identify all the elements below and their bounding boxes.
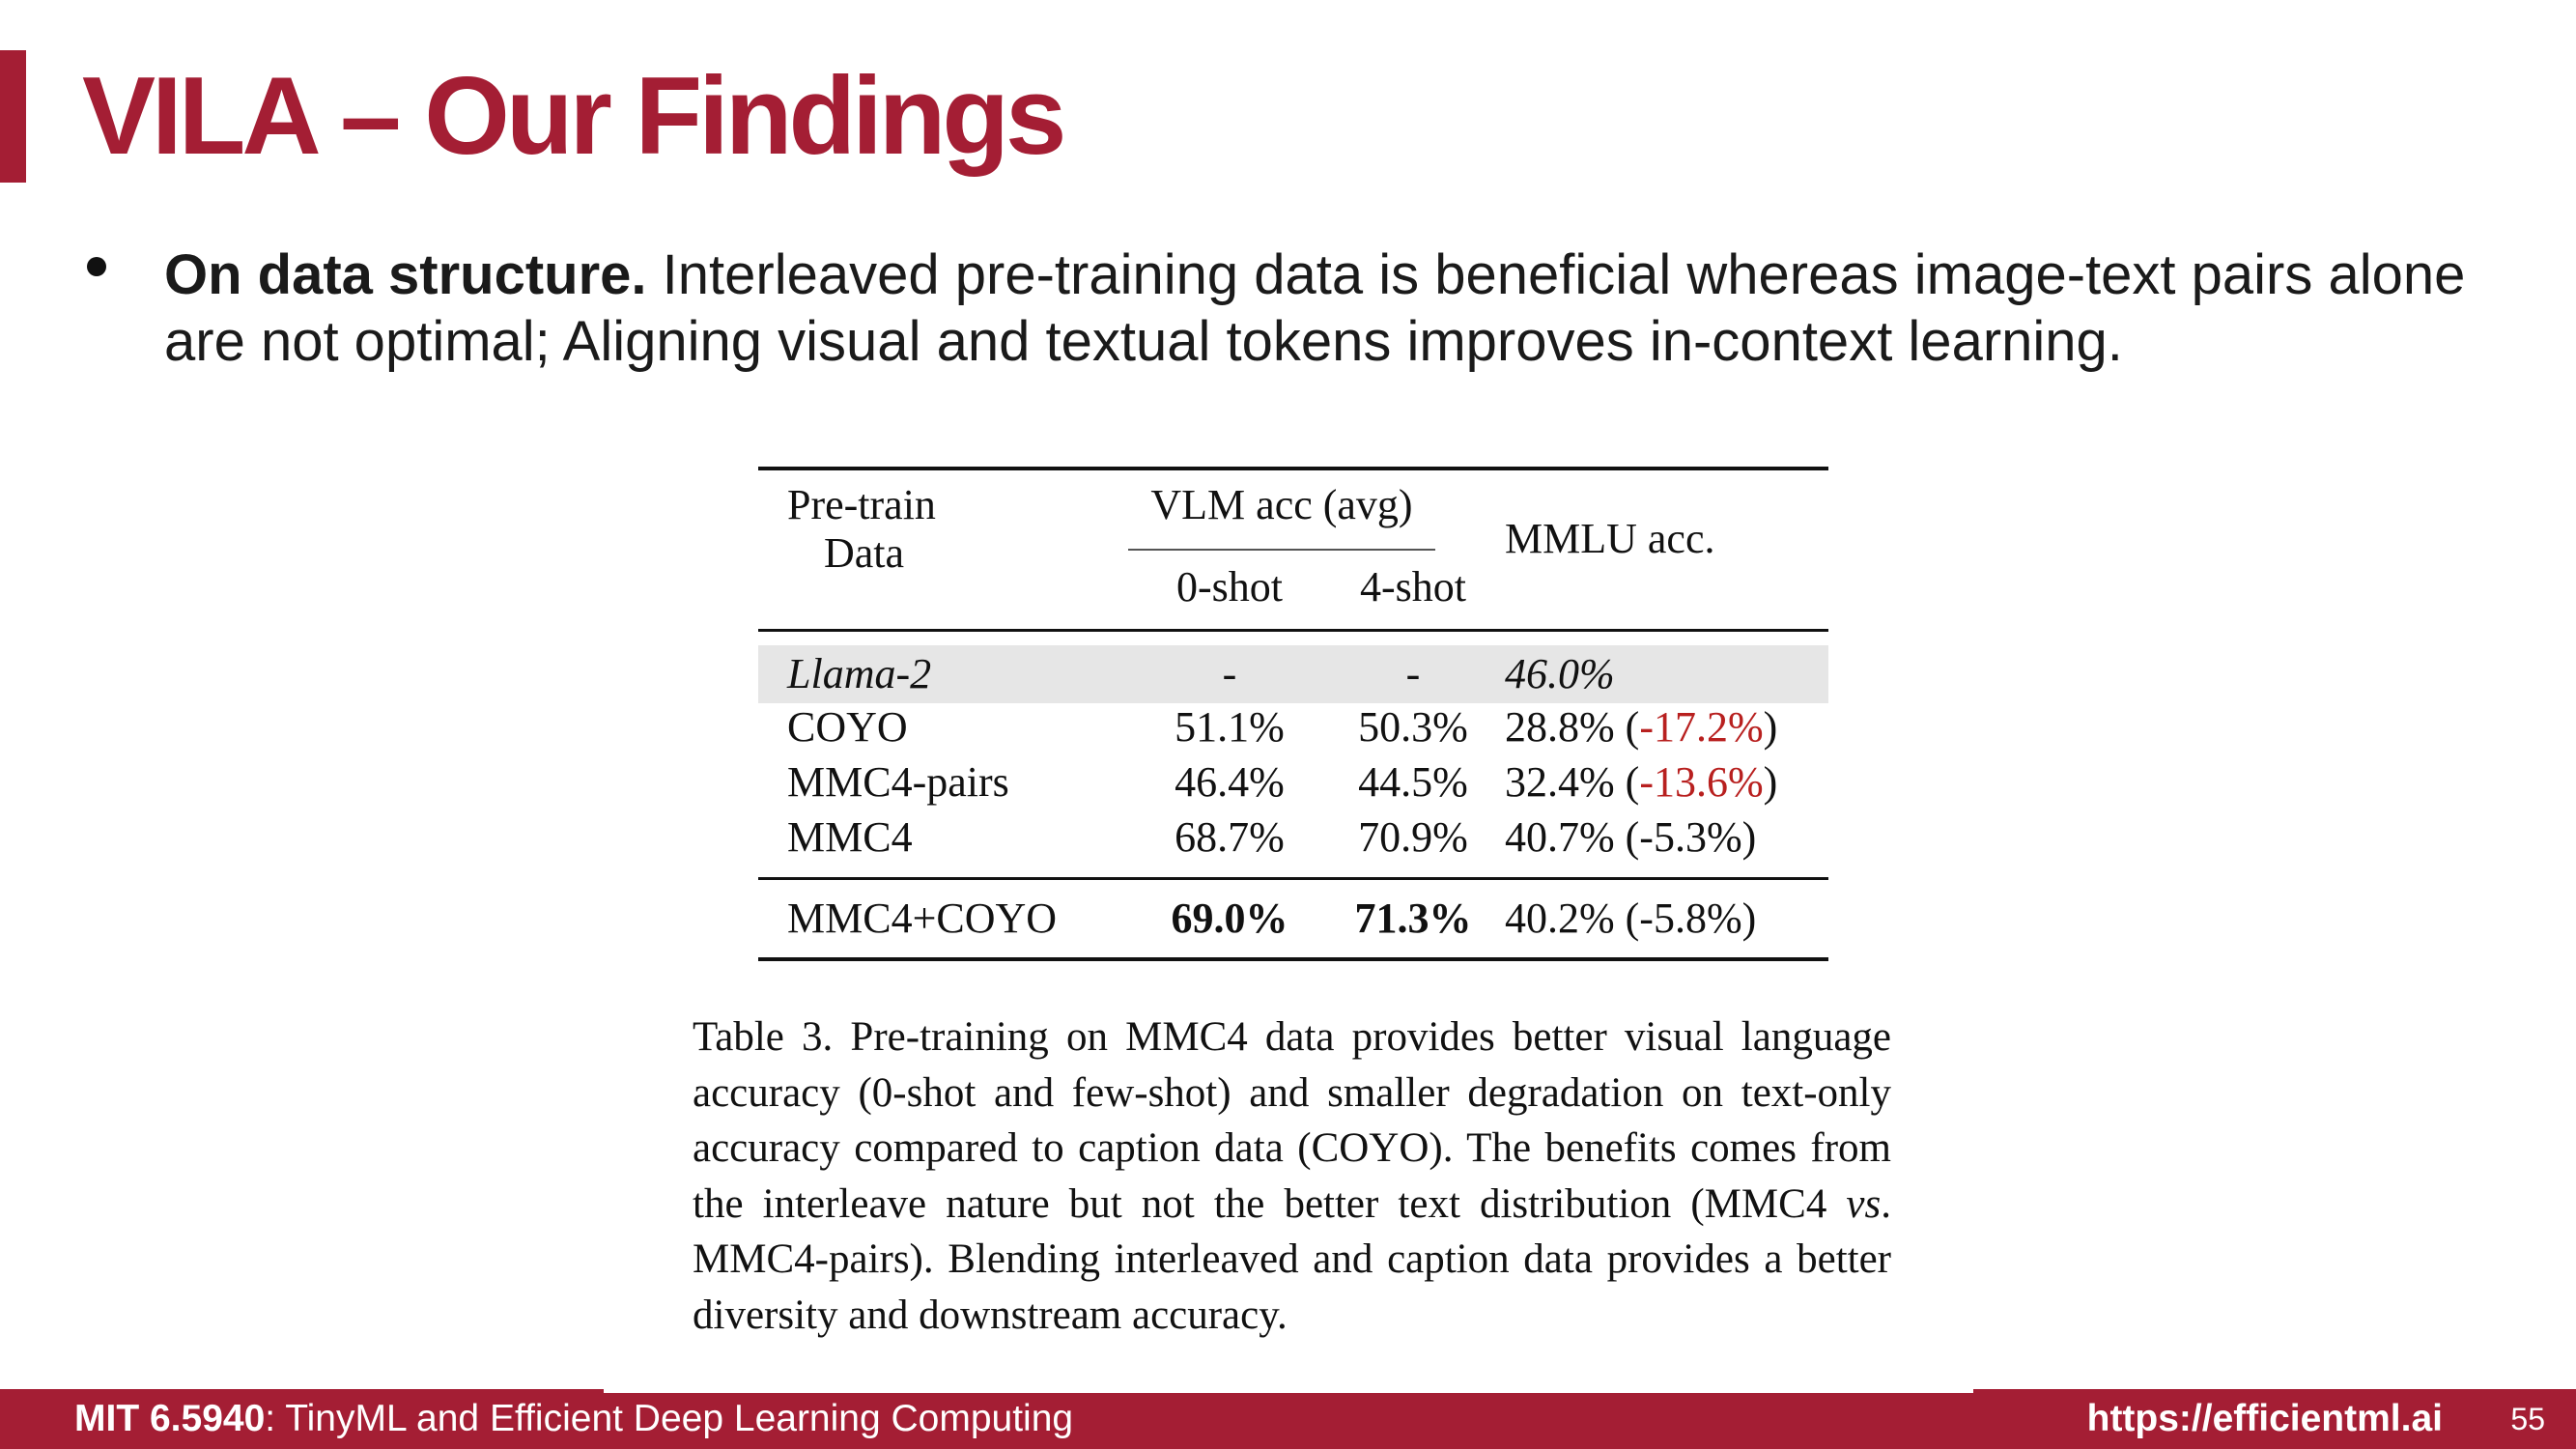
- row-four-shot: -: [1405, 650, 1421, 697]
- row-four-shot: 70.9%: [1358, 813, 1468, 861]
- footer-course-code: MIT 6.5940: [74, 1398, 266, 1439]
- mmlu-value: 32.4%: [1505, 758, 1626, 806]
- paren-close: ): [1763, 758, 1778, 806]
- caption-text: Table 3. Pre-training on MMC4 data provi…: [693, 1014, 1891, 1227]
- row-mmlu: 28.8% (-17.2%): [1505, 703, 1777, 752]
- row-zero-shot: 69.0%: [1171, 895, 1288, 942]
- caption-vs: vs: [1846, 1180, 1882, 1227]
- row-data: MMC4: [787, 813, 913, 861]
- mmlu-value: 28.8%: [1505, 703, 1626, 751]
- footer-bar: MIT 6.5940: TinyML and Efficient Deep Le…: [0, 1389, 2576, 1449]
- mmlu-delta: -17.2%: [1639, 703, 1764, 751]
- row-data: COYO: [787, 703, 908, 751]
- summary-rule: [758, 877, 1828, 880]
- paren-close: ): [1763, 703, 1778, 751]
- row-zero-shot: 68.7%: [1175, 813, 1285, 861]
- header-zero-shot: 0-shot: [1176, 563, 1283, 611]
- header-mmlu: MMLU acc.: [1505, 515, 1715, 562]
- title-accent-bar: [0, 50, 26, 183]
- row-four-shot: 50.3%: [1358, 703, 1468, 751]
- header-four-shot: 4-shot: [1360, 563, 1466, 611]
- page-number: 55: [2510, 1402, 2545, 1436]
- bullet-heading: On data structure.: [164, 243, 647, 306]
- row-data: MMC4-pairs: [787, 758, 1009, 806]
- row-zero-shot: 46.4%: [1175, 758, 1285, 806]
- row-data: Llama-2: [787, 650, 932, 697]
- row-zero-shot: -: [1222, 650, 1237, 697]
- bullet-text: On data structure. Interleaved pre-train…: [164, 242, 2521, 375]
- slide-title: VILA – Our Findings: [82, 55, 1066, 178]
- paren-open: (: [1625, 703, 1640, 751]
- header-pretrain: Pre-train: [787, 481, 936, 528]
- row-mmlu: 32.4% (-13.6%): [1505, 758, 1777, 807]
- caption-text-end: . MMC4-pairs). Blending interleaved and …: [693, 1180, 1891, 1338]
- footer-course: MIT 6.5940: TinyML and Efficient Deep Le…: [74, 1389, 1073, 1449]
- bullet-body: Interleaved pre-training data is benefic…: [164, 243, 2466, 373]
- paren-open: (: [1625, 758, 1640, 806]
- row-data: MMC4+COYO: [787, 895, 1058, 942]
- table-caption: Table 3. Pre-training on MMC4 data provi…: [693, 1009, 1891, 1343]
- mmlu-delta: -13.6%: [1639, 758, 1764, 806]
- table-bottom-rule: [758, 957, 1828, 961]
- footer-top-gap: [604, 1389, 1973, 1393]
- row-four-shot: 71.3%: [1354, 895, 1472, 942]
- header-data: Data: [824, 529, 905, 577]
- header-vlm-group: VLM acc (avg): [1150, 481, 1413, 528]
- footer-course-name: : TinyML and Efficient Deep Learning Com…: [265, 1398, 1074, 1439]
- baseline-row-highlight: [758, 645, 1828, 703]
- table-top-rule: [758, 467, 1828, 470]
- row-mmlu: 40.2% (-5.8%): [1505, 895, 1757, 942]
- row-mmlu: 40.7% (-5.3%): [1505, 813, 1757, 861]
- row-zero-shot: 51.1%: [1175, 703, 1285, 751]
- bullet-dot-icon: [87, 257, 106, 276]
- footer-url-link[interactable]: https://efficientml.ai: [2086, 1398, 2443, 1439]
- header-bottom-rule: [758, 629, 1828, 632]
- row-four-shot: 44.5%: [1358, 758, 1468, 806]
- results-table: Pre-train Data VLM acc (avg) 0-shot 4-sh…: [758, 467, 1828, 961]
- header-group-rule: [1128, 549, 1435, 551]
- row-mmlu: 46.0%: [1505, 650, 1615, 697]
